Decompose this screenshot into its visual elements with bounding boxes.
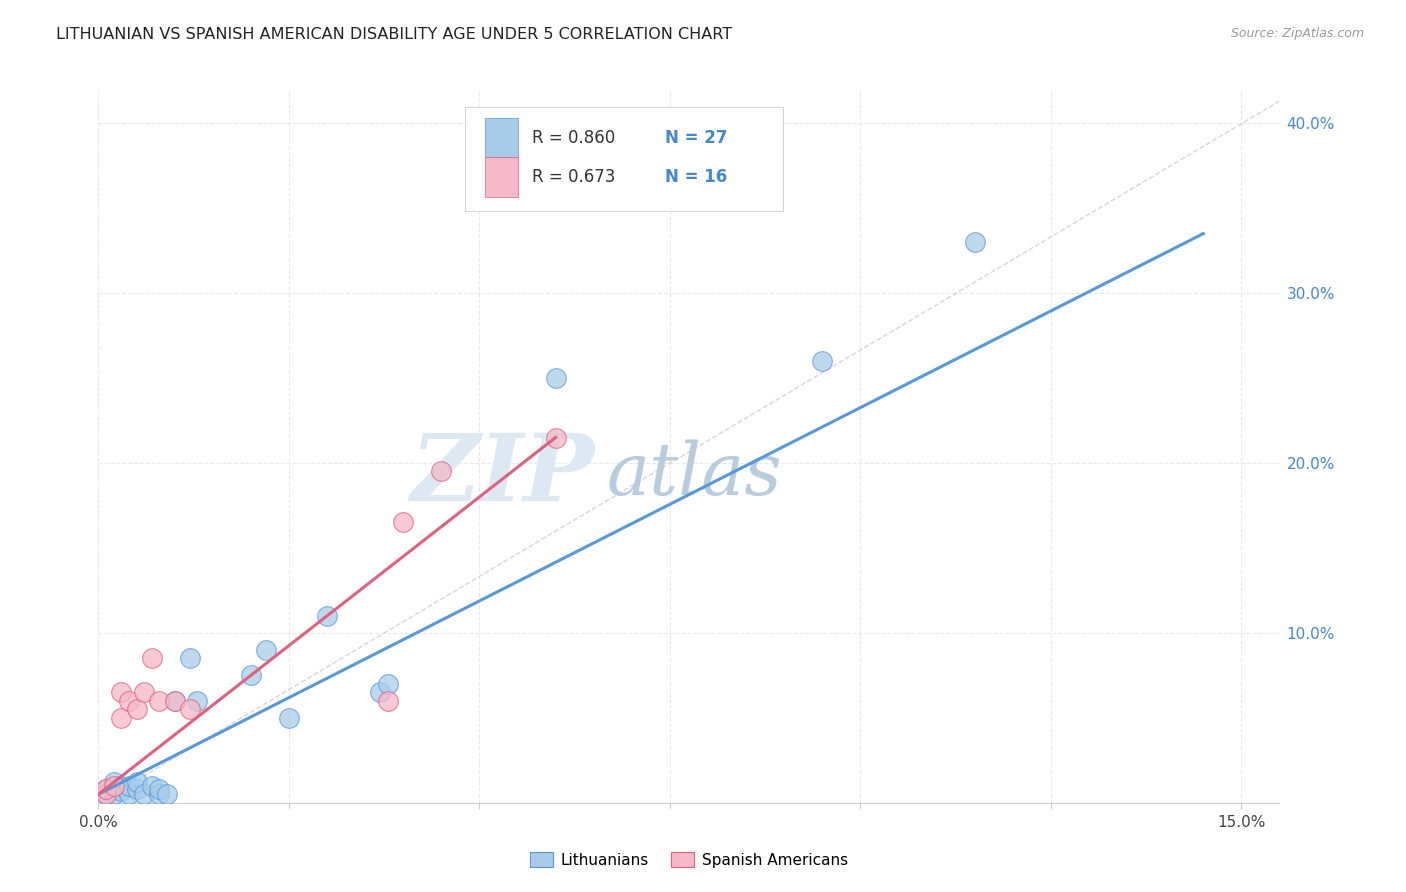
Point xyxy=(544,371,567,385)
Point xyxy=(134,685,156,699)
Text: N = 27: N = 27 xyxy=(665,128,728,146)
Point xyxy=(103,787,125,801)
Text: LITHUANIAN VS SPANISH AMERICAN DISABILITY AGE UNDER 5 CORRELATION CHART: LITHUANIAN VS SPANISH AMERICAN DISABILIT… xyxy=(56,27,733,42)
Point xyxy=(148,782,170,797)
Point xyxy=(156,787,179,801)
Text: atlas: atlas xyxy=(606,439,782,510)
Point xyxy=(141,779,163,793)
Point xyxy=(103,779,125,793)
Point xyxy=(316,608,339,623)
Point xyxy=(148,787,170,801)
FancyBboxPatch shape xyxy=(464,107,783,211)
Point xyxy=(392,516,415,530)
Bar xyxy=(485,157,517,196)
Point xyxy=(377,694,399,708)
Point xyxy=(277,711,299,725)
Point xyxy=(163,694,186,708)
Point xyxy=(110,784,132,798)
Point xyxy=(141,651,163,665)
Text: N = 16: N = 16 xyxy=(665,168,727,186)
Point xyxy=(94,787,117,801)
Point xyxy=(94,782,117,797)
Point xyxy=(163,694,186,708)
Point xyxy=(370,685,392,699)
Point xyxy=(254,643,277,657)
Point xyxy=(134,787,156,801)
Point xyxy=(544,430,567,444)
Point xyxy=(94,782,117,797)
Point xyxy=(125,702,148,716)
Point xyxy=(377,677,399,691)
Bar xyxy=(485,118,517,157)
Text: R = 0.860: R = 0.860 xyxy=(531,128,614,146)
Point xyxy=(94,787,117,801)
Point xyxy=(811,354,834,368)
Point xyxy=(110,779,132,793)
Point xyxy=(103,775,125,789)
Point xyxy=(118,779,141,793)
Point xyxy=(110,685,132,699)
Text: ZIP: ZIP xyxy=(411,430,595,519)
Text: R = 0.673: R = 0.673 xyxy=(531,168,616,186)
Point xyxy=(148,694,170,708)
Point xyxy=(430,465,453,479)
Point xyxy=(239,668,262,682)
Text: Source: ZipAtlas.com: Source: ZipAtlas.com xyxy=(1230,27,1364,40)
Point xyxy=(179,702,201,716)
Legend: Lithuanians, Spanish Americans: Lithuanians, Spanish Americans xyxy=(523,846,855,873)
Point xyxy=(186,694,208,708)
Point xyxy=(179,651,201,665)
Point xyxy=(125,775,148,789)
Point xyxy=(125,782,148,797)
Point xyxy=(110,711,132,725)
Point xyxy=(118,694,141,708)
Point xyxy=(118,787,141,801)
Point xyxy=(963,235,986,249)
